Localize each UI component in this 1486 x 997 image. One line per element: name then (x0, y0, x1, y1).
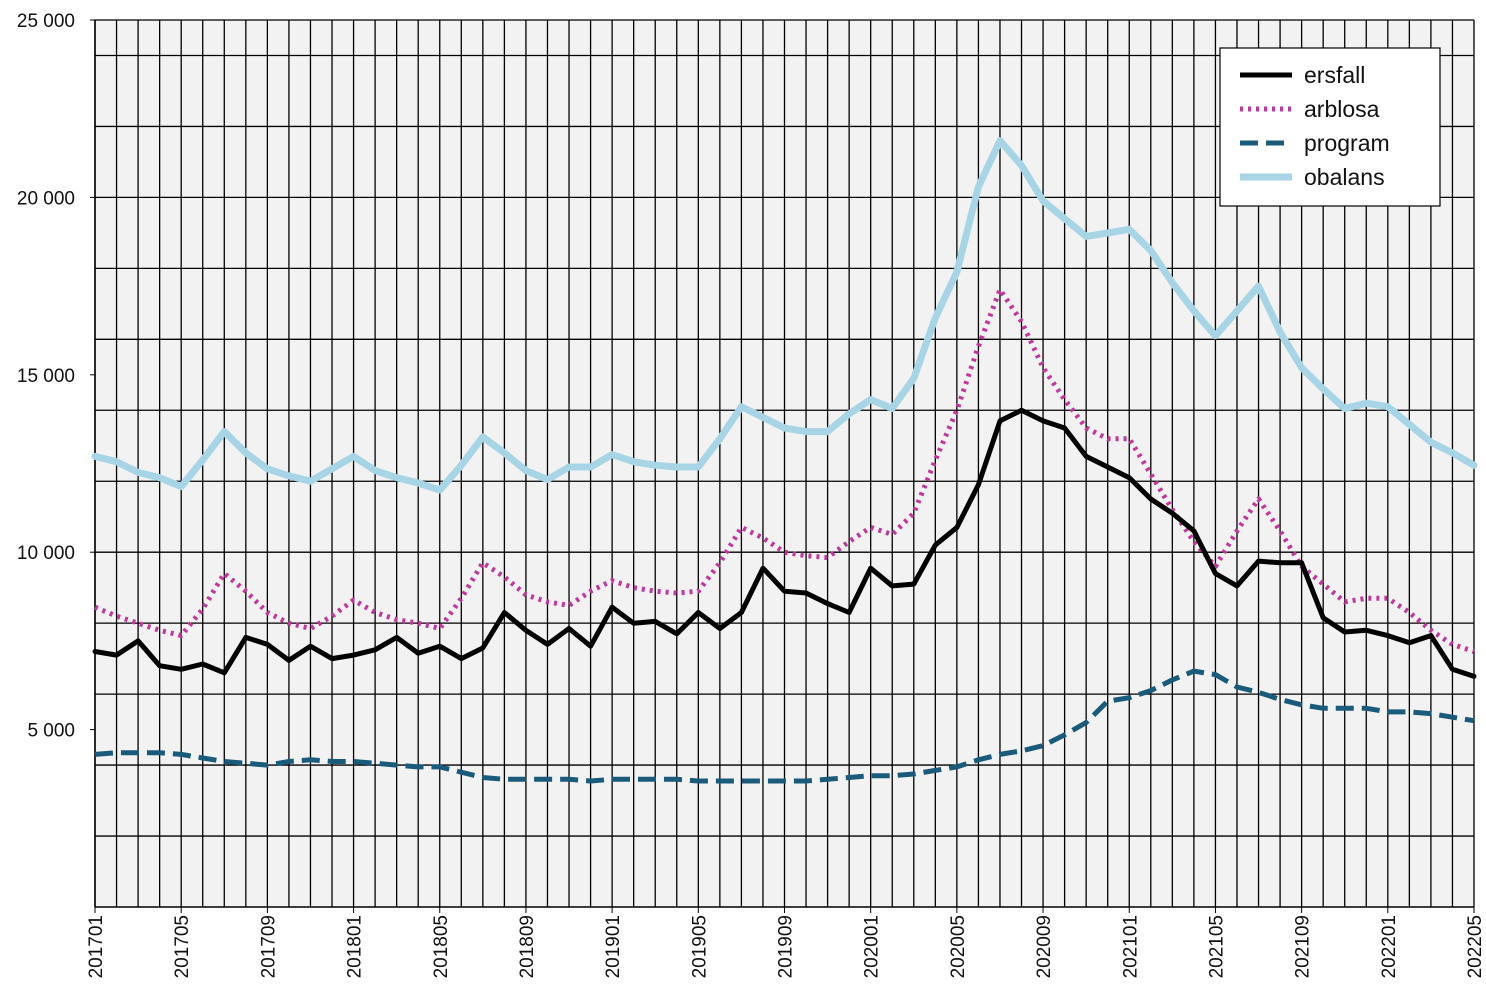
x-tick-label: 202109 (1293, 915, 1314, 978)
legend-label: obalans (1304, 164, 1385, 190)
x-tick-label: 201905 (689, 915, 710, 978)
x-tick-label: 202001 (862, 915, 883, 978)
x-tick-label: 202005 (948, 915, 969, 978)
legend: ersfall arblosa program obalans (1219, 47, 1441, 207)
legend-label: ersfall (1304, 62, 1365, 88)
series-line (91, 137, 1478, 494)
y-tick-label: 20 000 (17, 188, 75, 209)
legend-label: program (1304, 130, 1390, 156)
y-tick-label: 15 000 (17, 366, 75, 387)
x-tick-label: 201901 (603, 915, 624, 978)
series-line (92, 407, 1477, 679)
x-tick-label: 201909 (776, 915, 797, 978)
x-tick-label: 202201 (1379, 915, 1400, 978)
x-tick-label: 202205 (1465, 915, 1486, 978)
x-tick-label: 202009 (1034, 915, 1055, 978)
legend-label: arblosa (1304, 96, 1380, 122)
series-line (94, 668, 1475, 784)
x-tick-label: 201809 (517, 915, 538, 978)
x-tick-label: 202105 (1206, 915, 1227, 978)
x-tick-label: 201805 (431, 915, 452, 978)
x-tick-label: 201801 (345, 915, 366, 978)
y-tick-label: 25 000 (17, 11, 75, 32)
x-tick-label: 202101 (1120, 915, 1141, 978)
x-tick-label: 201701 (86, 915, 107, 978)
y-tick-label: 5 000 (27, 721, 75, 742)
x-tick-label: 201705 (172, 915, 193, 978)
y-tick-label: 10 000 (17, 543, 75, 564)
x-tick-label: 201709 (258, 915, 279, 978)
